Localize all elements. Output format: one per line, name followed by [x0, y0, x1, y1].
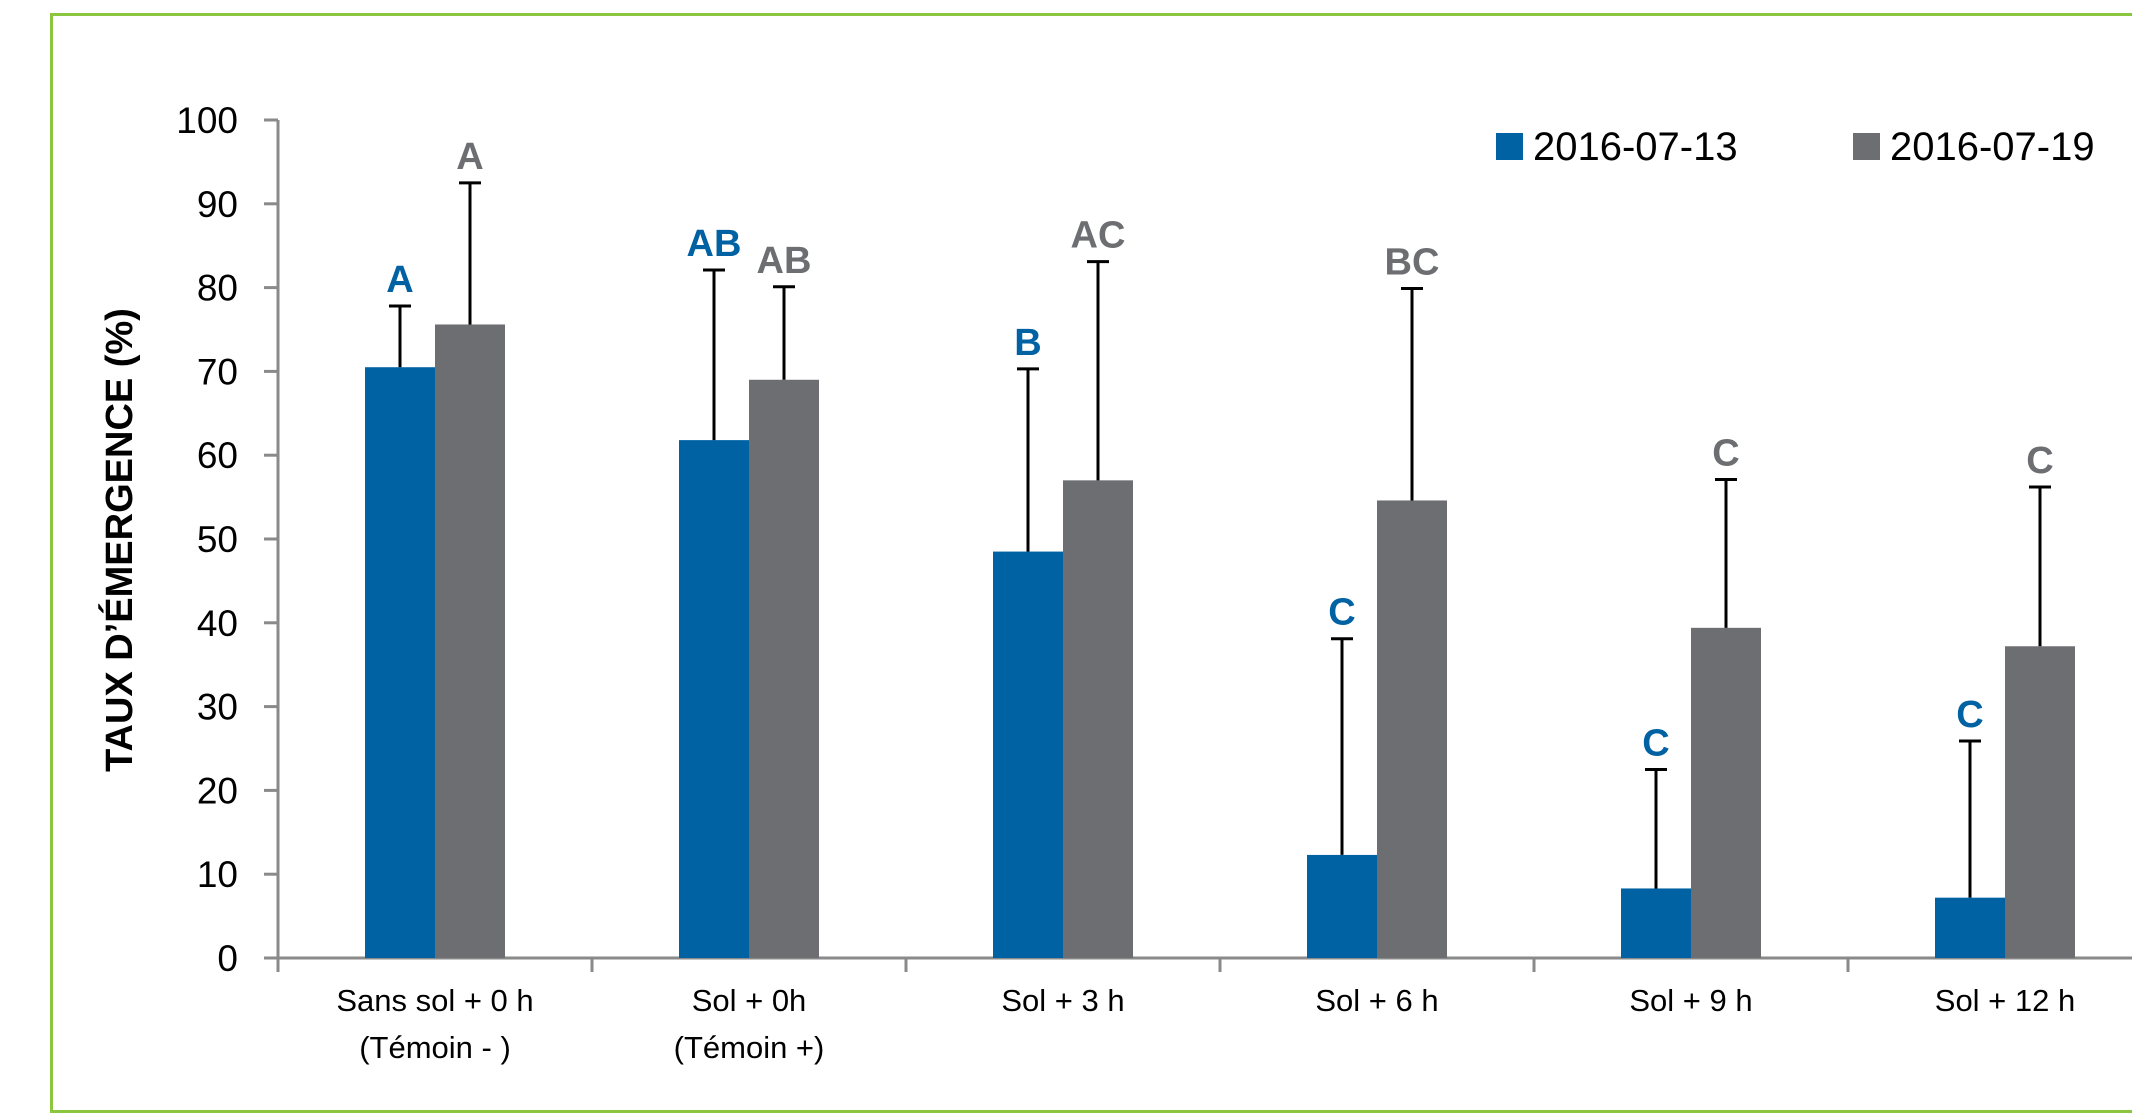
y-tick-label: 80	[197, 268, 238, 309]
significance-label: C	[1328, 592, 1355, 634]
bar	[679, 440, 749, 959]
x-tick-label: Sol + 6 h	[1315, 983, 1438, 1018]
bar	[993, 551, 1063, 958]
bar	[1691, 627, 1761, 958]
y-tick-label: 40	[197, 603, 238, 644]
bar	[2005, 646, 2075, 958]
bar	[1063, 480, 1133, 958]
bar	[1935, 897, 2005, 958]
y-tick-label: 60	[197, 435, 238, 476]
x-tick-label: Sol + 0h	[692, 983, 807, 1018]
significance-label: BC	[1385, 241, 1440, 283]
y-tick-label: 100	[176, 100, 238, 141]
bar	[1377, 500, 1447, 958]
y-tick-label: 70	[197, 351, 238, 392]
axes: 0 10 20 30 40 50 60 70 80 90 100	[176, 100, 2132, 979]
significance-label: C	[1956, 694, 1983, 736]
significance-label: B	[1014, 322, 1041, 364]
significance-label: A	[456, 136, 483, 178]
bar	[1621, 888, 1691, 958]
legend-label: 2016-07-13	[1533, 125, 1738, 169]
y-tick-label: 0	[217, 938, 238, 979]
significance-label: C	[2026, 440, 2053, 482]
x-tick-label: (Témoin +)	[674, 1030, 825, 1065]
legend-swatch	[1496, 133, 1523, 160]
y-tick-label: 90	[197, 184, 238, 225]
bar-chart: 0 10 20 30 40 50 60 70 80 90 100 Sans sol + 0 h (Té…	[97, 100, 2132, 1065]
error-bars	[389, 181, 2051, 898]
significance-label: C	[1712, 433, 1739, 475]
legend-swatch	[1853, 133, 1880, 160]
x-tick-label: Sans sol + 0 h	[336, 983, 533, 1018]
significance-label: A	[386, 259, 413, 301]
significance-label: AB	[687, 223, 742, 265]
significance-label: AB	[757, 240, 812, 282]
y-axis-label: TAUX D’ÉMERGENCE (%)	[97, 308, 141, 772]
x-tick-label: Sol + 12 h	[1935, 983, 2075, 1018]
bar	[1307, 854, 1377, 958]
x-tick-label: (Témoin - )	[359, 1030, 511, 1065]
bars	[365, 324, 2075, 959]
x-tick-label: Sol + 3 h	[1001, 983, 1124, 1018]
significance-label: AC	[1071, 215, 1126, 257]
legend: 2016-07-13 2016-07-19	[1496, 125, 2095, 169]
labels: Sans sol + 0 h (Témoin - ) Sol + 0h (Témoin…	[336, 136, 2075, 1065]
significance-label: C	[1642, 722, 1669, 764]
y-tick-label: 20	[197, 770, 238, 811]
y-tick-label: 50	[197, 519, 238, 560]
bar	[435, 324, 505, 958]
bar	[365, 367, 435, 959]
bar	[749, 379, 819, 958]
legend-label: 2016-07-19	[1890, 125, 2095, 169]
y-tick-label: 30	[197, 687, 238, 728]
y-tick-label: 10	[197, 854, 238, 895]
x-tick-label: Sol + 9 h	[1629, 983, 1752, 1018]
